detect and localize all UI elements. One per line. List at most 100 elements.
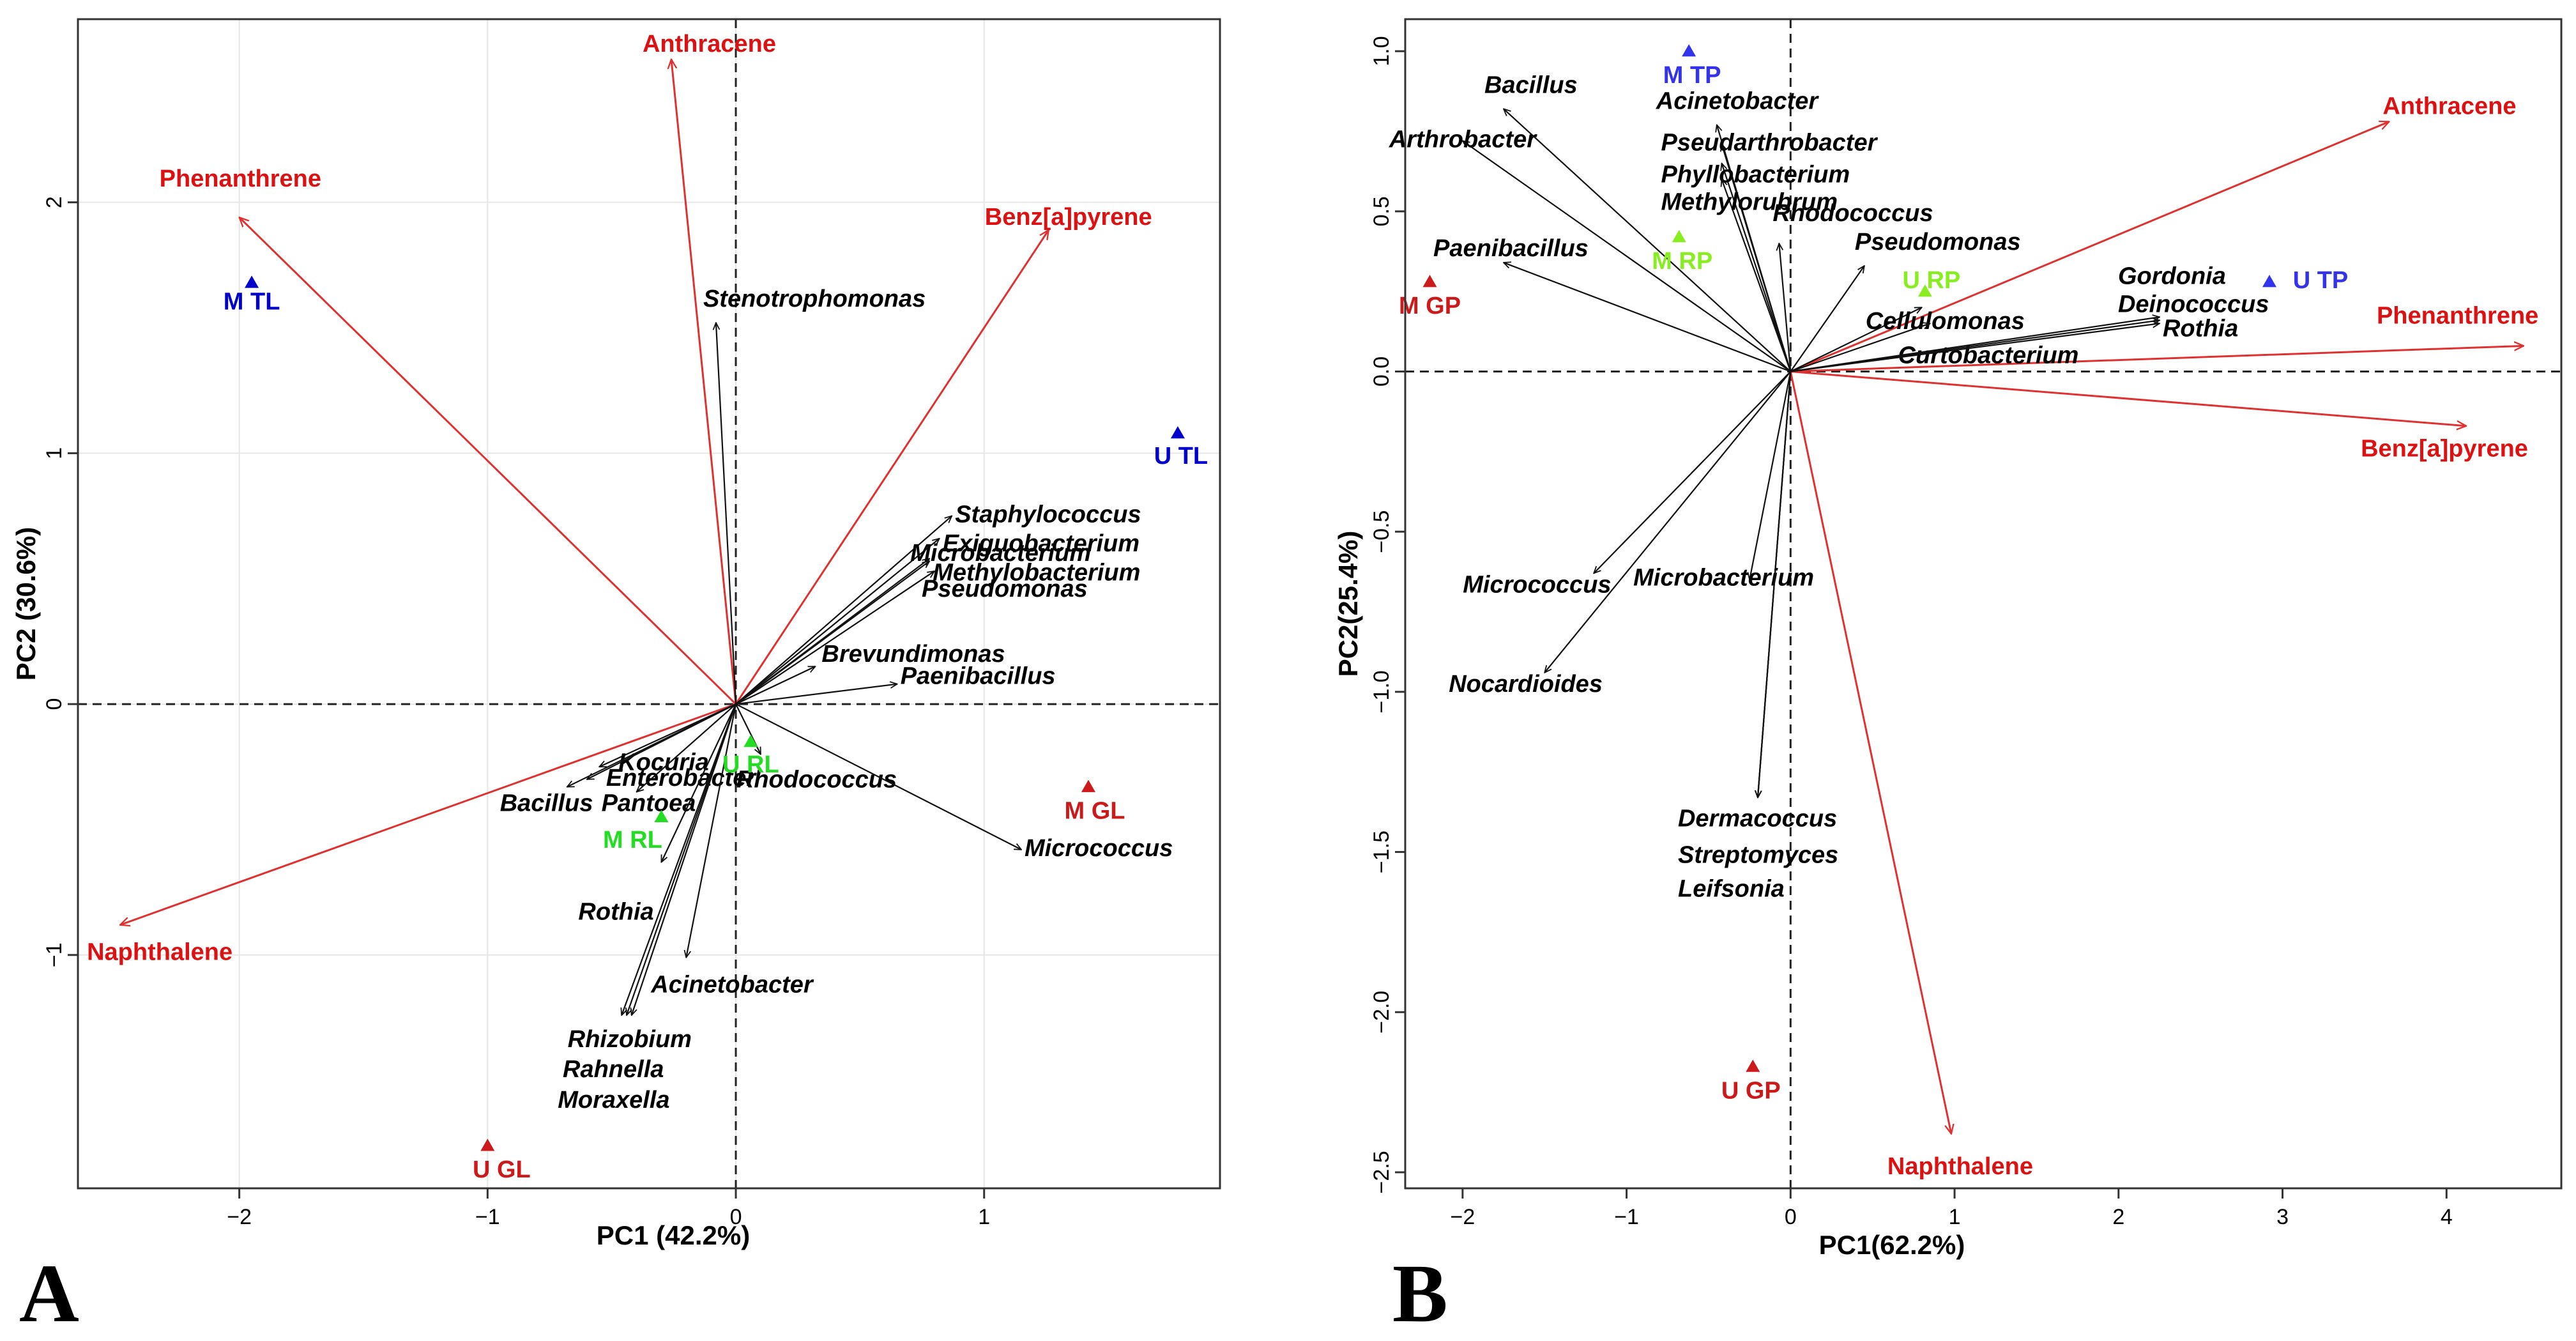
panel-a-y-tick-label: 0 — [42, 698, 66, 710]
panel-b-y-tick-label: 1.0 — [1369, 36, 1394, 66]
panel-b-x-axis-title: PC1(62.2%) — [1819, 1230, 1965, 1260]
panel-a-species-arrow-rothia — [660, 703, 737, 862]
panel-a-sample-point-u-gl — [480, 1138, 495, 1151]
panel-b-species-arrow-nocardioides — [1544, 371, 1792, 673]
panel-a-biplot: Anthracene Phenanthrene Benz[a]pyrene Napht… — [11, 18, 1221, 1340]
panel-a-species-arrow-acinetobacter — [686, 703, 737, 958]
panel-a-sample-label-u-rl: U RL — [722, 751, 779, 778]
panel-b-sample-label-u-gp: U GP — [1721, 1077, 1781, 1104]
panel-a-species-arrow-rhizobium — [632, 703, 737, 1015]
panel-b-sample-label-m-rp: M RP — [1652, 248, 1712, 275]
panel-b-species-label-gordonia: Gordonia — [2118, 263, 2226, 289]
panel-a-x-tick-label: −2 — [227, 1205, 252, 1229]
panel-a-env-arrow-phenanthrene — [240, 217, 737, 705]
panel-b-x-tick-label: 3 — [2276, 1205, 2289, 1229]
panel-a-species-label-enterobacter: Enterobacter — [606, 765, 758, 792]
panel-a-env-label-phenanthrene: Phenanthrene — [160, 165, 321, 192]
panel-b-species-label-leifsonia: Leifsonia — [1678, 875, 1785, 902]
panel-a-species-arrow-moraxella — [621, 703, 737, 1015]
panel-b-species-label-deinococcus: Deinococcus — [2118, 291, 2269, 318]
panel-b-x-tick-label: 1 — [1949, 1205, 1961, 1229]
panel-b-species-label-microbacterium: Microbacterium — [1633, 564, 1814, 591]
panel-b-env-label-anthracene: Anthracene — [2382, 93, 2516, 119]
panel-b-species-label-pseudomonas: Pseudomonas — [1855, 229, 2021, 256]
panel-b-sample-point-m-rp — [1672, 229, 1686, 243]
panel-b-species-label-rhodococcus: Rhodococcus — [1772, 200, 1933, 227]
panel-b-env-label-benz-a-pyrene: Benz[a]pyrene — [2361, 436, 2528, 463]
panel-b-x-tick-label: −2 — [1450, 1205, 1475, 1229]
panel-a-species-label-acinetobacter: Acinetobacter — [650, 972, 814, 999]
panel-a-species-vectors: Stenotrophomonas StaphylococcusExiguobact… — [500, 286, 1173, 1114]
panel-b-species-label-nocardioides: Nocardioides — [1449, 671, 1603, 698]
panel-a-sample-point-u-rl — [743, 734, 758, 747]
panel-b-species-label-micrococcus: Micrococcus — [1463, 571, 1611, 598]
panel-b-env-arrow-benz-a-pyrene — [1790, 371, 2466, 426]
panel-b-x-tick-label: 4 — [2441, 1205, 2453, 1229]
panel-b-y-tick-label: −2.0 — [1369, 991, 1394, 1034]
panel-b-env-label-naphthalene: Naphthalene — [1887, 1153, 2033, 1180]
panel-a-y-tick-label: 2 — [42, 196, 66, 208]
panel-a-species-label-pseudomonas: Pseudomonas — [922, 576, 1088, 602]
panel-a-sample-point-m-tl — [245, 275, 259, 288]
panel-b-axis-ticks: −2 −1 0 1 2 3 4 −2.5 −2.0 −1.5 −1.0 −0.5 0.0 0.5 1.0 — [1369, 36, 2453, 1229]
panel-b-letter: B — [1392, 1248, 1448, 1340]
panel-a-species-label-exiguobacterium: Exiguobacterium — [943, 530, 1139, 557]
panel-b-species-arrow-pseudomonas — [1790, 266, 1864, 372]
panel-a-sample-label-u-tl: U TL — [1154, 443, 1208, 470]
panel-a-env-arrow-naphthalene — [120, 703, 736, 925]
panel-b-sample-point-u-tp — [2262, 275, 2277, 287]
panel-b-env-arrow-anthracene — [1790, 121, 2389, 372]
panel-a-sample-label-m-gl: M GL — [1064, 798, 1125, 825]
panel-a-species-arrow-paenibacillus — [735, 684, 897, 705]
panel-b-species-arrow-microbacterium — [1749, 371, 1792, 580]
panel-b-sample-label-m-tp: M TP — [1663, 62, 1721, 89]
panel-a-species-arrow-pseudomonas — [735, 571, 934, 705]
panel-b-species-arrow-methylorubrum — [1722, 180, 1792, 372]
panel-b-species-label-curtobacterium: Curtobacterium — [1898, 342, 2079, 369]
panel-a-species-label-pantoea: Pantoea — [602, 790, 696, 817]
panel-a-species-label-rahnella: Rahnella — [563, 1056, 664, 1083]
panel-b-species-arrow-curtobacterium — [1790, 323, 1930, 372]
panel-b-y-axis-title: PC2(25.4%) — [1333, 531, 1363, 677]
panel-b-species-label-arthrobacter: Arthrobacter — [1389, 126, 1537, 153]
panel-b-species-label-rothia: Rothia — [2163, 315, 2238, 342]
panel-a-species-label-paenibacillus: Paenibacillus — [901, 663, 1056, 690]
panel-a-x-tick-label: 0 — [730, 1205, 742, 1229]
panel-a-x-axis-title: PC1 (42.2%) — [597, 1220, 750, 1250]
panel-b-x-tick-label: 2 — [2112, 1205, 2124, 1229]
panel-a-y-axis-title: PC2 (30.6%) — [11, 527, 41, 680]
panel-a-env-label-benz-a-pyrene: Benz[a]pyrene — [985, 204, 1152, 231]
panel-b-species-arrow-phyllobacterium — [1722, 164, 1792, 372]
panel-a-y-tick-label: 1 — [42, 447, 66, 459]
panel-b-sample-label-m-gp: M GP — [1399, 293, 1461, 319]
panel-b-y-tick-label: −1.0 — [1369, 670, 1394, 713]
panel-a-x-tick-label: 1 — [978, 1205, 990, 1229]
panel-b-species-arrow-pseudarthrobacter — [1722, 144, 1792, 372]
panel-a-letter: A — [19, 1248, 79, 1340]
panel-a-grid — [78, 19, 1220, 1188]
panel-b-env-arrow-phenanthrene — [1790, 346, 2524, 373]
panel-b-species-arrow-micrococcus — [1594, 371, 1792, 574]
panel-b-biplot: Anthracene Phenanthrene Benz[a]pyrene Napht… — [1333, 18, 2563, 1340]
panel-b-sample-point-u-gp — [1746, 1059, 1760, 1072]
panel-a-species-label-methylobacterium: Methylobacterium — [933, 559, 1140, 586]
panel-a-species-label-staphylococcus: Staphylococcus — [955, 502, 1141, 528]
panel-b-species-label-pseudarthrobacter: Pseudarthrobacter — [1661, 130, 1879, 157]
panel-b-species-label-methylorubrum: Methylorubrum — [1661, 189, 1838, 216]
panel-a-species-label-rhizobium: Rhizobium — [568, 1026, 692, 1053]
panel-b-sample-label-u-rp: U RP — [1902, 267, 1960, 294]
panel-a-species-label-moraxella: Moraxella — [558, 1087, 669, 1114]
panel-a-env-arrow-benz-a-pyrene — [735, 230, 1049, 705]
panel-b-x-tick-label: −1 — [1614, 1205, 1639, 1229]
panel-a-species-arrow-microbacterium — [735, 561, 929, 705]
panel-a-env-arrow-anthracene — [671, 59, 737, 705]
panel-a-species-label-brevundimonas: Brevundimonas — [821, 641, 1005, 668]
panel-b-species-arrow-rothia — [1790, 323, 2160, 372]
panel-a-y-tick-label: −1 — [42, 942, 66, 967]
panel-b-species-arrow-arthrobacter — [1463, 141, 1791, 372]
panel-b-species-arrow-bacillus — [1504, 109, 1792, 372]
panel-b-env-label-phenanthrene: Phenanthrene — [2377, 302, 2538, 329]
panel-a-species-arrow-micrococcus — [735, 703, 1021, 850]
panel-a-species-label-kocuria: Kocuria — [618, 749, 708, 776]
